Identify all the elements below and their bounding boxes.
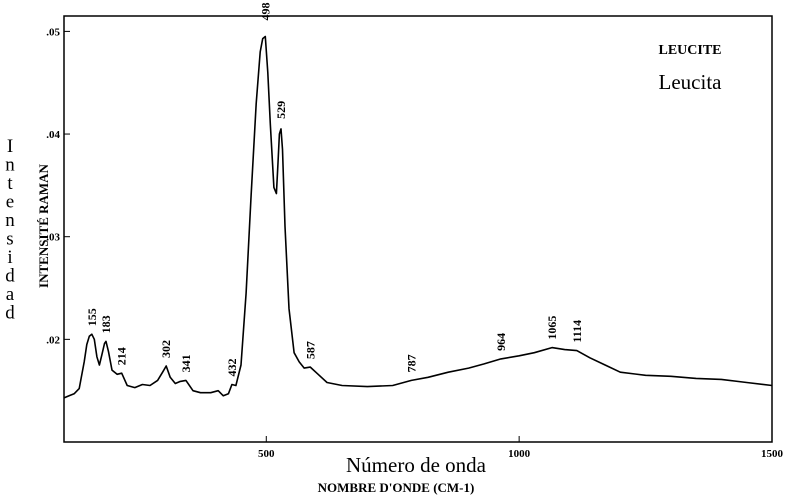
y-axis-title-alt-letter: s [6, 229, 13, 250]
x-axis-title: NOMBRE D'ONDE (CM-1) [318, 480, 475, 495]
x-axis-title-alt: Número de onda [346, 453, 487, 477]
x-tick-label: 500 [258, 448, 275, 460]
plot-frame [63, 15, 773, 443]
peak-label: 214 [115, 347, 129, 365]
y-axis-title-alt-letter: d [5, 266, 15, 287]
peak-label: 787 [404, 354, 418, 372]
chart-subtitle: Leucita [659, 70, 723, 94]
x-tick-label: 1000 [508, 448, 531, 460]
x-tick-label: 1500 [761, 448, 784, 460]
peak-label: 302 [159, 340, 173, 358]
peak-label: 183 [99, 315, 113, 333]
y-tick-label: .02 [46, 334, 60, 346]
peak-label: 1114 [570, 320, 584, 343]
peak-label: 498 [258, 3, 272, 21]
y-axis: .02 .03 .04 .05 [46, 26, 70, 346]
peak-label: 587 [303, 341, 317, 359]
y-axis-title-alt-letter: I [7, 136, 13, 157]
peak-label: 432 [225, 359, 239, 377]
plot-border [63, 15, 773, 443]
peak-label: 1065 [545, 316, 559, 340]
y-axis-title-alt-letter: d [5, 303, 15, 324]
x-axis: 500 1000 1500 [258, 436, 784, 460]
chart-title: LEUCITE [658, 43, 721, 58]
y-axis-title-alt-letter: a [6, 284, 15, 305]
y-tick-label: .03 [46, 232, 60, 244]
series-layer [63, 35, 773, 399]
series-line-leucite [63, 35, 773, 399]
y-axis-title-alt-letter: t [7, 173, 13, 194]
y-axis-title: INTENSITÉ RAMAN [36, 163, 51, 287]
y-axis-title-alt-letter: n [5, 210, 15, 231]
y-axis-title-alt-letter: e [6, 192, 14, 213]
peak-label: 341 [179, 354, 193, 372]
y-axis-title-alt-letter: i [7, 247, 12, 268]
peak-label: 964 [494, 333, 508, 351]
peak-label: 529 [274, 101, 288, 119]
y-tick-label: .04 [46, 129, 60, 141]
y-tick-label: .05 [46, 26, 60, 38]
y-axis-title-alt-letter: n [5, 155, 15, 176]
peak-label: 155 [85, 308, 99, 326]
